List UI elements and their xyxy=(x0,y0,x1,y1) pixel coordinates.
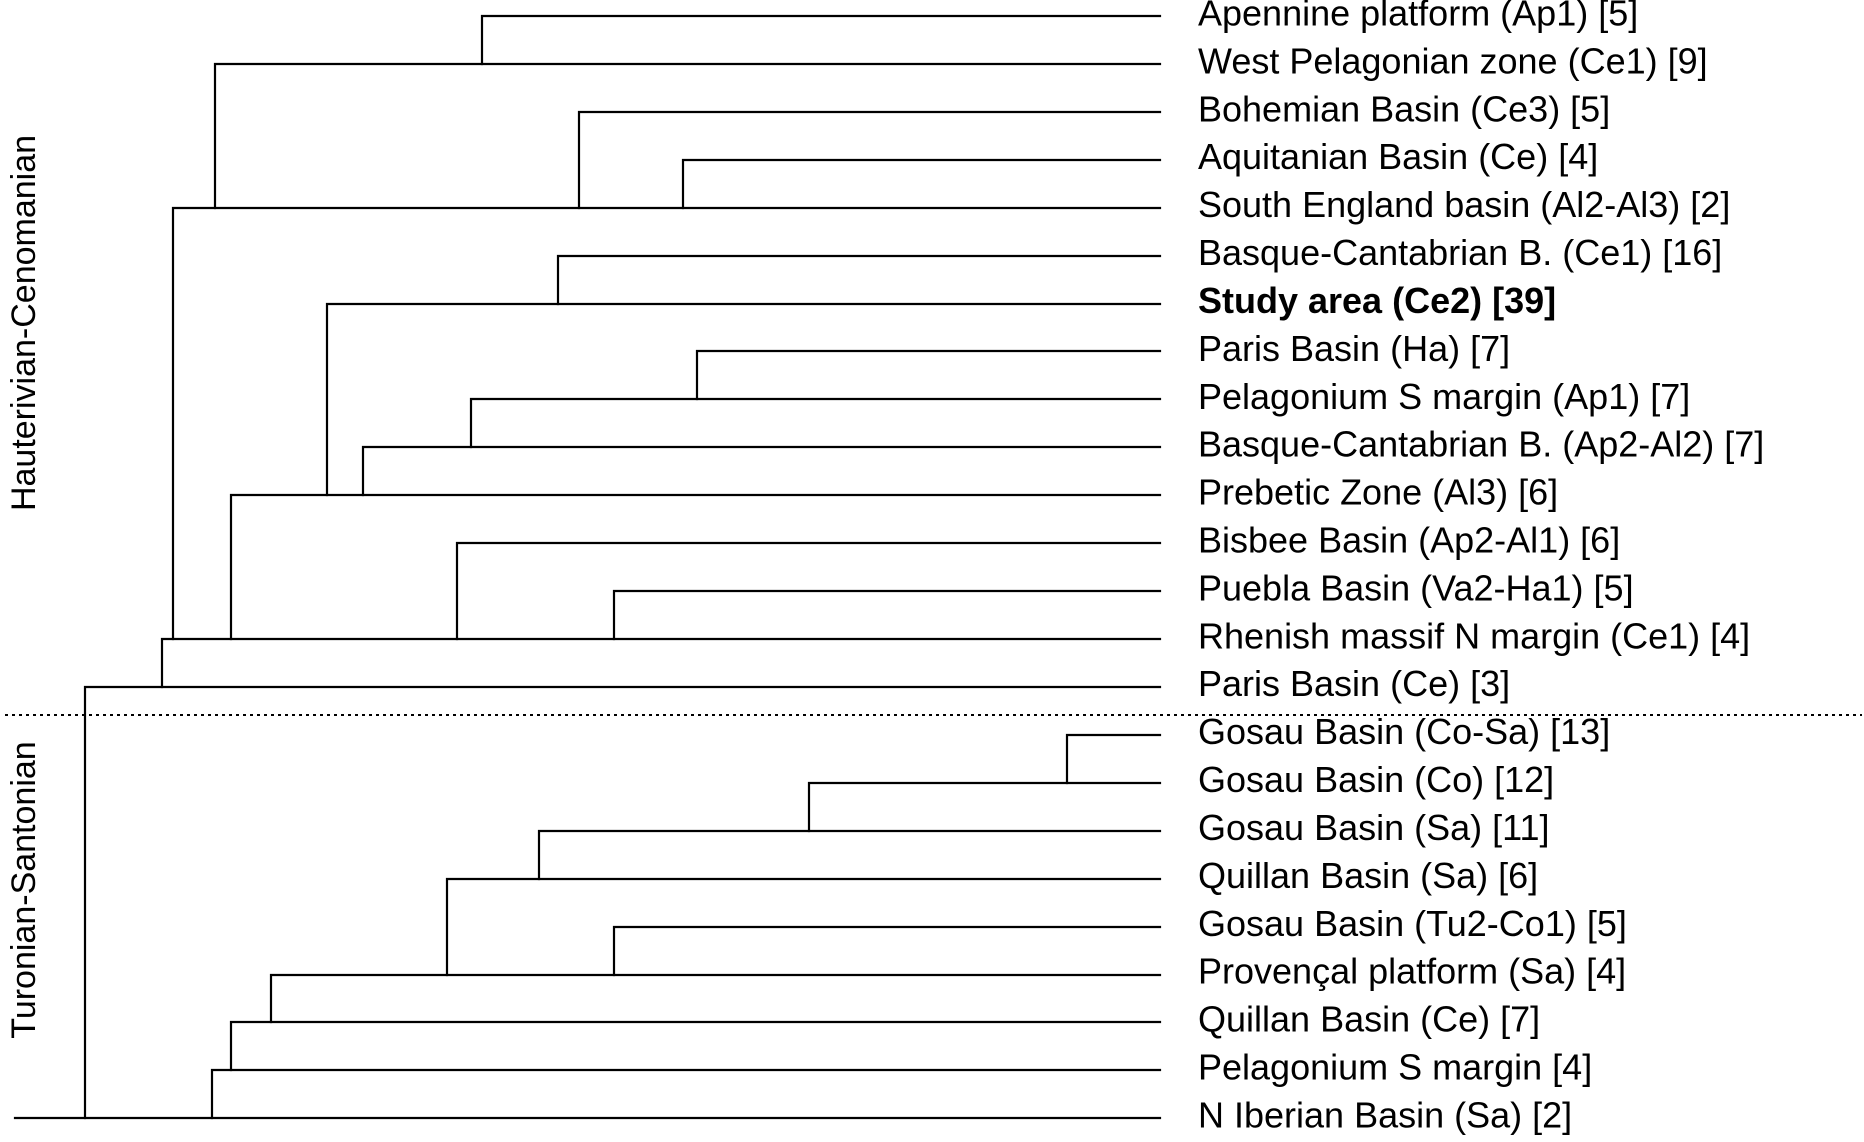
branch-upper-combined xyxy=(171,206,233,641)
branch-paris-pelagonium xyxy=(695,349,1162,401)
branch-apennine-westpelagonian xyxy=(480,14,1162,66)
branch-bohemian-group xyxy=(577,110,1162,210)
leaf-label: Basque-Cantabrian B. (Ap2-Al2) [7] xyxy=(1198,424,1764,465)
leaf-label: Basque-Cantabrian B. (Ce1) [16] xyxy=(1198,232,1722,273)
branch-root xyxy=(83,685,214,1120)
leaf-label: Gosau Basin (Co-Sa) [13] xyxy=(1198,711,1610,752)
branch-pelagonium-group xyxy=(229,1020,1162,1072)
leaf-label: Quillan Basin (Ce) [7] xyxy=(1198,999,1540,1040)
leaf-label: Gosau Basin (Sa) [11] xyxy=(1198,807,1550,848)
branch-bisbee-group xyxy=(455,541,1162,641)
branch-turonian-santonian xyxy=(210,1068,1162,1120)
branch-middle-group xyxy=(229,493,459,641)
branch-prebetic-group xyxy=(361,445,1162,497)
leaf-label: Paris Basin (Ce) [3] xyxy=(1198,663,1510,704)
dendrogram-branches xyxy=(13,14,1162,1120)
branch-aquitanian-southengland xyxy=(681,158,1162,210)
leaf-label: Prebetic Zone (Al3) [6] xyxy=(1198,472,1558,513)
leaf-label: Rhenish massif N margin (Ce1) [4] xyxy=(1198,615,1750,656)
group-label-hauterivian-cenomanian: Hauterivian-Cenomanian xyxy=(5,135,43,511)
leaf-label: Aquitanian Basin (Ce) [4] xyxy=(1198,136,1598,177)
branch-lower-mid-group xyxy=(445,877,616,977)
leaf-label: Paris Basin (Ha) [7] xyxy=(1198,328,1510,369)
leaf-label: South England basin (Al2-Al3) [2] xyxy=(1198,184,1730,225)
branch-gosau-group xyxy=(807,781,1162,833)
leaf-label: Apennine platform (Ap1) [5] xyxy=(1198,0,1638,34)
leaf-label: Quillan Basin (Sa) [6] xyxy=(1198,855,1538,896)
branch-quillan-sa-group xyxy=(537,829,1162,881)
leaf-label: Bohemian Basin (Ce3) [5] xyxy=(1198,88,1610,129)
branch-gosau-cosa-co xyxy=(1065,733,1162,785)
leaf-label: Pelagonium S margin [4] xyxy=(1198,1047,1592,1088)
leaf-label: Provençal platform (Sa) [4] xyxy=(1198,951,1626,992)
branch-basquecantabrian-studyarea xyxy=(556,254,1162,306)
leaf-label: N Iberian Basin (Sa) [2] xyxy=(1198,1094,1572,1135)
branch-top-group xyxy=(213,62,581,210)
branch-puebla-rhenish xyxy=(612,589,1162,641)
branch-study-area-group xyxy=(325,302,560,497)
leaf-label: Gosau Basin (Co) [12] xyxy=(1198,759,1554,800)
branch-hauterivian-cenomanian xyxy=(160,637,1162,689)
leaf-labels: Apennine platform (Ap1) [5] West Pelagoni… xyxy=(1198,0,1764,1135)
leaf-label: Pelagonium S margin (Ap1) [7] xyxy=(1198,376,1690,417)
branch-gosau-provencal xyxy=(612,925,1162,977)
leaf-label: Gosau Basin (Tu2-Co1) [5] xyxy=(1198,903,1627,944)
group-label-turonian-santonian: Turonian-Santonian xyxy=(5,741,43,1038)
leaf-label: West Pelagonian zone (Ce1) [9] xyxy=(1198,40,1708,81)
leaf-label: Study area (Ce2) [39] xyxy=(1198,280,1556,321)
leaf-label: Bisbee Basin (Ap2-Al1) [6] xyxy=(1198,520,1620,561)
branch-quillan-ce-group xyxy=(269,973,1162,1024)
leaf-label: Puebla Basin (Va2-Ha1) [5] xyxy=(1198,567,1634,608)
branch-paris-pelagonium-basque xyxy=(469,397,1162,449)
